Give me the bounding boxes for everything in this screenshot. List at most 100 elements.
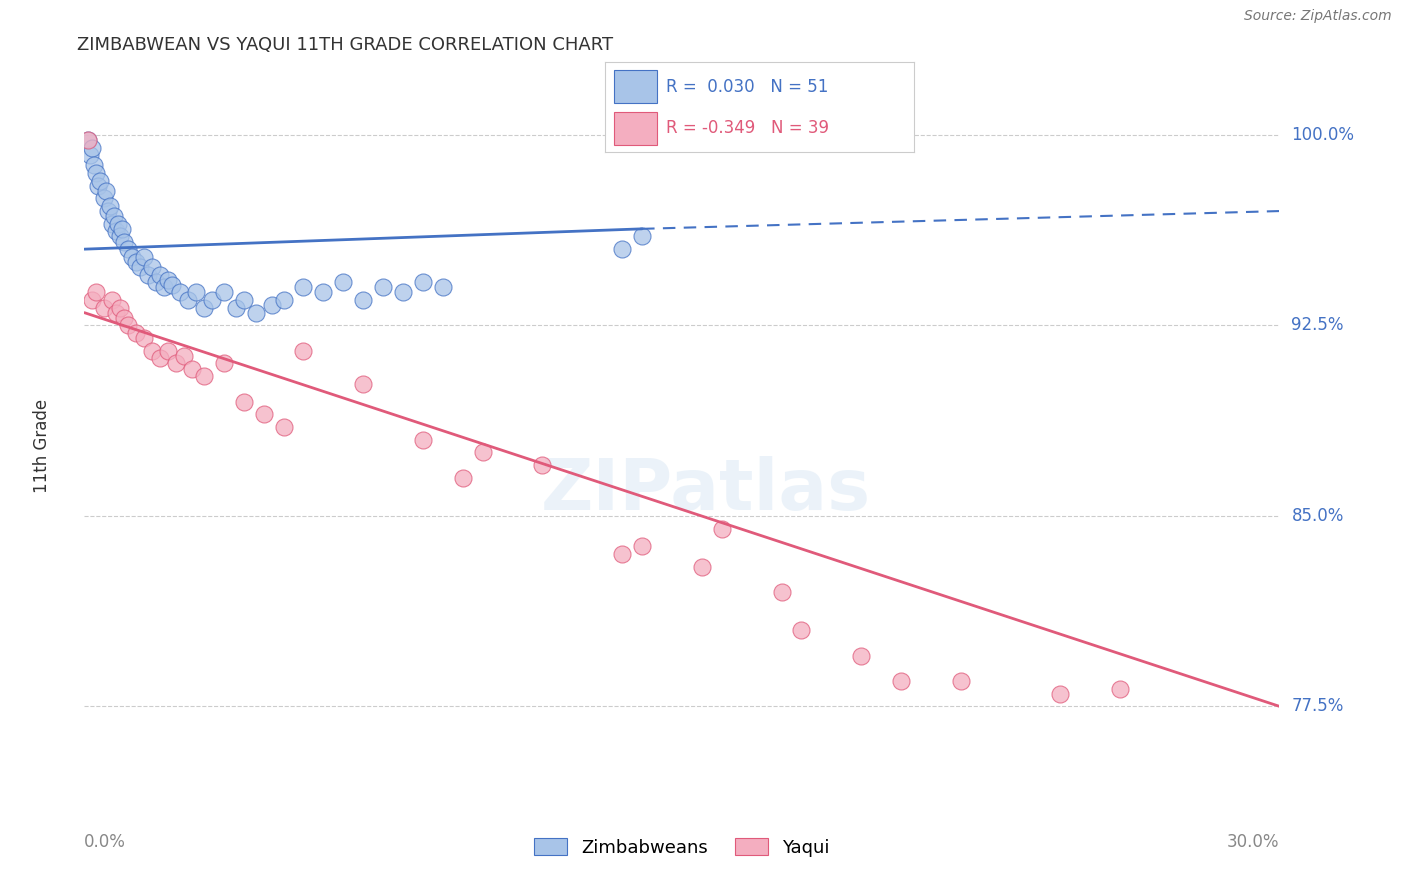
Point xyxy=(165,356,187,370)
Point xyxy=(110,301,132,315)
Point xyxy=(260,298,283,312)
Point xyxy=(412,275,434,289)
Point xyxy=(160,277,183,292)
Point xyxy=(352,376,374,391)
Point xyxy=(153,280,176,294)
Bar xyxy=(614,112,657,145)
Point xyxy=(193,369,215,384)
Point xyxy=(770,585,793,599)
Point xyxy=(77,133,100,147)
Point xyxy=(1109,681,1132,696)
Point xyxy=(612,547,634,561)
Text: ZIPatlas: ZIPatlas xyxy=(541,457,870,525)
Bar xyxy=(614,70,657,103)
Point xyxy=(125,255,148,269)
Point xyxy=(1049,687,1071,701)
Point xyxy=(184,285,207,300)
Text: 77.5%: 77.5% xyxy=(1292,698,1344,715)
Point xyxy=(98,199,121,213)
Point xyxy=(631,229,654,244)
Point xyxy=(225,301,247,315)
Text: 11th Grade: 11th Grade xyxy=(34,399,51,493)
Point xyxy=(851,648,873,663)
Point xyxy=(292,343,315,358)
Point xyxy=(173,349,195,363)
Point xyxy=(631,539,654,553)
Point xyxy=(232,293,254,307)
Point xyxy=(86,285,108,300)
Point xyxy=(89,173,111,187)
Point xyxy=(531,458,554,472)
Point xyxy=(245,306,267,320)
Point xyxy=(412,433,434,447)
Point xyxy=(273,420,295,434)
Text: Source: ZipAtlas.com: Source: ZipAtlas.com xyxy=(1244,9,1392,23)
Point xyxy=(77,133,100,147)
Point xyxy=(149,268,172,282)
Point xyxy=(253,407,276,421)
Point xyxy=(117,242,139,256)
Point xyxy=(103,209,125,223)
Point xyxy=(105,224,128,238)
Point xyxy=(107,217,129,231)
Point xyxy=(93,191,115,205)
Point xyxy=(471,445,494,459)
Point xyxy=(110,229,132,244)
Point xyxy=(157,343,180,358)
Point xyxy=(312,285,335,300)
Point xyxy=(232,394,254,409)
Point xyxy=(121,250,143,264)
Text: R = -0.349   N = 39: R = -0.349 N = 39 xyxy=(666,120,830,137)
Point xyxy=(193,301,215,315)
Point xyxy=(177,293,200,307)
Text: ZIMBABWEAN VS YAQUI 11TH GRADE CORRELATION CHART: ZIMBABWEAN VS YAQUI 11TH GRADE CORRELATI… xyxy=(77,36,613,54)
Point xyxy=(87,178,110,193)
Point xyxy=(129,260,152,274)
Text: 85.0%: 85.0% xyxy=(1292,507,1344,524)
Point xyxy=(392,285,415,300)
Point xyxy=(212,356,235,370)
Point xyxy=(145,275,167,289)
Point xyxy=(141,260,163,274)
Point xyxy=(352,293,374,307)
Point xyxy=(125,326,148,340)
Point xyxy=(136,268,159,282)
Point xyxy=(82,293,104,307)
Point xyxy=(93,301,115,315)
Point xyxy=(292,280,315,294)
Text: 92.5%: 92.5% xyxy=(1292,317,1344,334)
Point xyxy=(612,242,634,256)
Point xyxy=(111,222,134,236)
Point xyxy=(82,140,104,154)
Point xyxy=(890,673,912,688)
Point xyxy=(949,673,972,688)
Point xyxy=(112,235,135,249)
Text: 0.0%: 0.0% xyxy=(84,833,127,851)
Point xyxy=(710,522,733,536)
Legend: Zimbabweans, Yaqui: Zimbabweans, Yaqui xyxy=(527,830,837,864)
Point xyxy=(432,280,454,294)
Point xyxy=(451,471,474,485)
Point xyxy=(79,148,101,162)
Point xyxy=(169,285,191,300)
Point xyxy=(332,275,354,289)
Text: R =  0.030   N = 51: R = 0.030 N = 51 xyxy=(666,78,828,95)
Point xyxy=(181,361,204,376)
Point xyxy=(112,310,135,325)
Point xyxy=(373,280,395,294)
Point xyxy=(97,204,120,219)
Point xyxy=(157,272,180,286)
Point xyxy=(86,166,108,180)
Point xyxy=(132,250,156,264)
Point xyxy=(96,184,118,198)
Point xyxy=(132,331,156,345)
Point xyxy=(201,293,224,307)
Point xyxy=(101,217,124,231)
Point xyxy=(105,306,128,320)
Text: 30.0%: 30.0% xyxy=(1227,833,1279,851)
Point xyxy=(83,158,105,172)
Point xyxy=(690,559,713,574)
Point xyxy=(141,343,163,358)
Point xyxy=(790,623,813,637)
Point xyxy=(117,318,139,333)
